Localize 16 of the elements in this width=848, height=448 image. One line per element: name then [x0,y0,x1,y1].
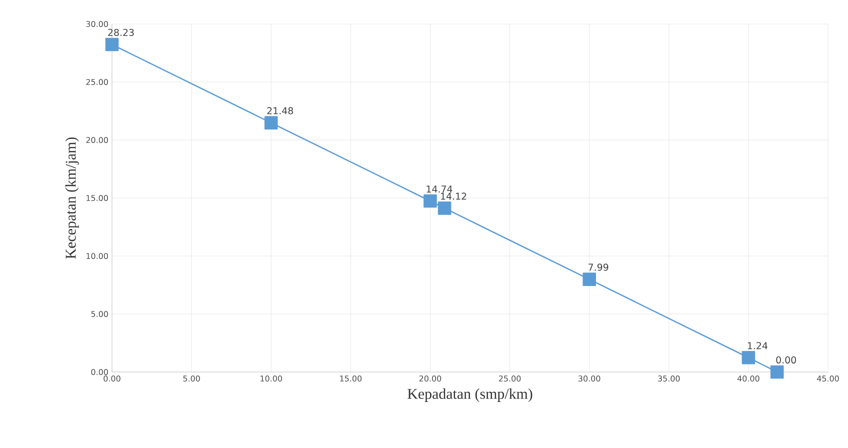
point [264,116,278,130]
x-axis-title: Kepadatan (smp/km) [408,388,532,402]
point [105,38,119,52]
y-axis-title: Kecepatan (km/jam) [65,137,79,259]
data-label: 1.24 [748,342,768,350]
point [770,365,784,379]
point [582,272,596,286]
point [438,202,452,215]
data-label: 21.48 [267,107,294,114]
point [424,194,437,208]
data-label: 14.12 [441,192,466,200]
point [742,350,756,364]
data-label: 14.74 [426,186,452,192]
data-label: 0.00 [776,356,796,364]
data-label: 7.99 [588,264,608,271]
data-label: 28.23 [108,28,134,36]
